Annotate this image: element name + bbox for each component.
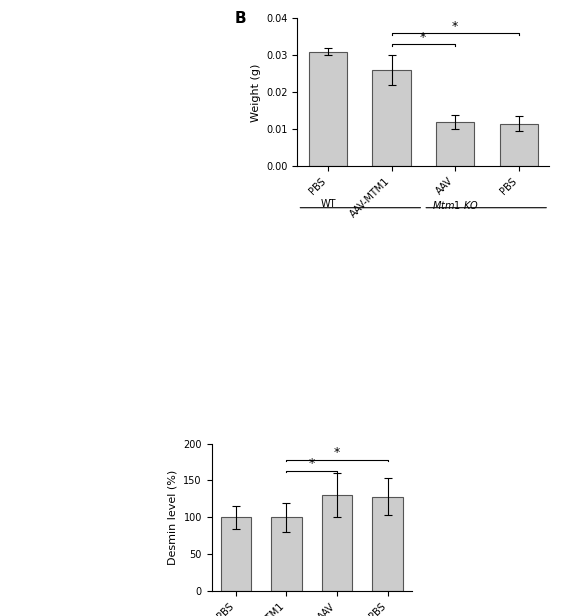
Bar xyxy=(372,70,411,166)
Text: *: * xyxy=(309,457,315,470)
Text: *: * xyxy=(420,31,426,44)
Bar xyxy=(309,52,347,166)
Bar xyxy=(499,124,538,166)
Bar xyxy=(271,517,301,591)
Bar xyxy=(322,495,352,591)
Text: B: B xyxy=(235,11,246,26)
Bar xyxy=(372,496,403,591)
Bar xyxy=(221,517,251,591)
Y-axis label: Weight (g): Weight (g) xyxy=(251,63,261,121)
Text: $Mtm1$ KO: $Mtm1$ KO xyxy=(432,199,478,211)
Bar xyxy=(436,122,474,166)
Text: WT: WT xyxy=(320,199,336,209)
Y-axis label: Desmin level (%): Desmin level (%) xyxy=(168,470,178,565)
Text: *: * xyxy=(452,20,458,33)
Text: *: * xyxy=(334,446,340,459)
